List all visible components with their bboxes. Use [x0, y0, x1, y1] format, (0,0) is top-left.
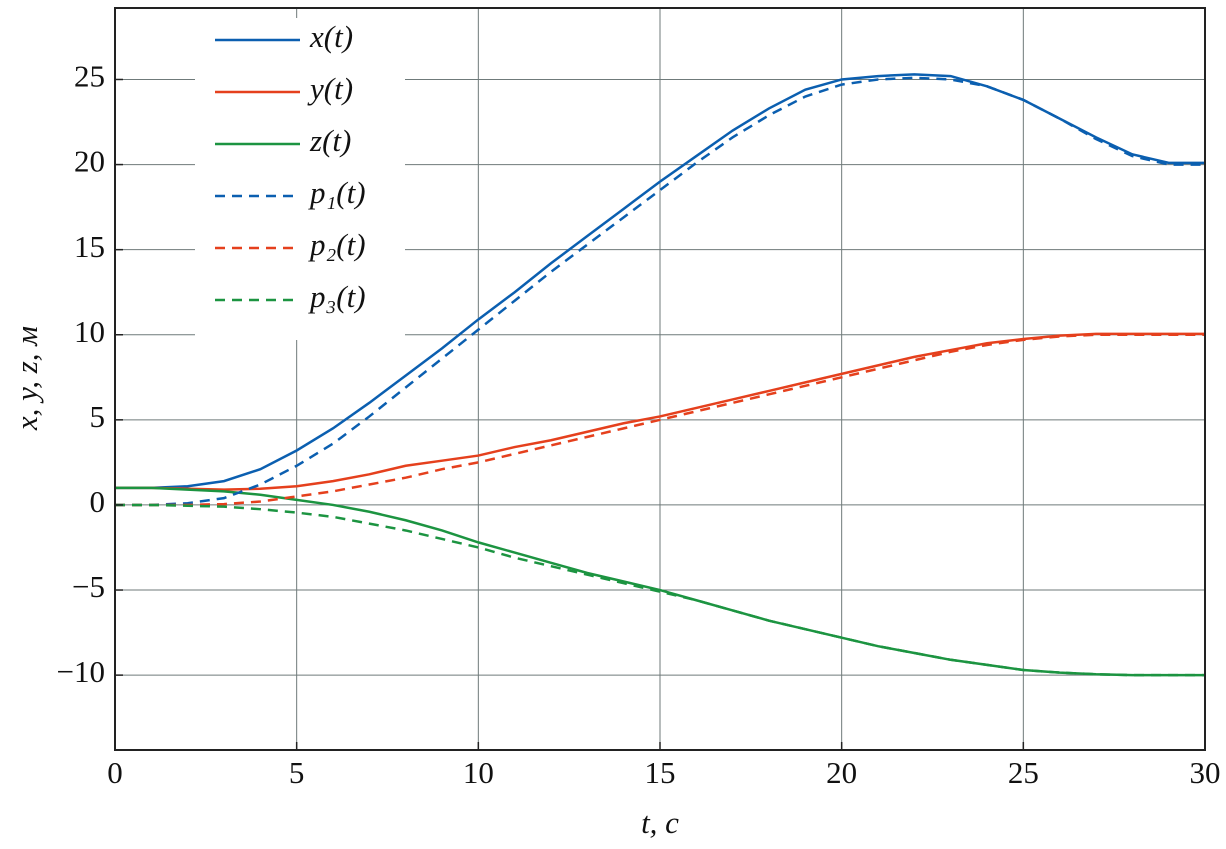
y-tick-label: 20: [74, 144, 105, 179]
x-tick-label: 10: [463, 755, 494, 790]
y-tick-label: −10: [57, 654, 105, 689]
plot-lines: [115, 73, 1205, 677]
x-tick-label: 5: [289, 755, 305, 790]
legend-box: [195, 18, 405, 340]
x-tick-label: 25: [1008, 755, 1039, 790]
y-tick-label: 15: [74, 229, 105, 264]
y-tick-label: 5: [90, 399, 106, 434]
series-line: [115, 503, 1205, 677]
ticks: 0 5 10 15 20 25 30 −10 −5 0 5 10 15 20 25: [57, 59, 1221, 791]
x-axis-label: t, с: [641, 805, 679, 840]
x-tick-label: 0: [107, 755, 123, 790]
legend: x(t) y(t) z(t) p₁(t) p₂(t) p₃(t): [195, 18, 405, 340]
y-tick-label: 0: [90, 484, 106, 519]
legend-label: y(t): [307, 71, 353, 106]
legend-label: p₁(t): [308, 175, 366, 210]
y-axis-label: x, y, z, м: [9, 326, 44, 431]
legend-label: p₃(t): [308, 279, 366, 314]
series-line: [115, 333, 1205, 507]
legend-label: x(t): [309, 19, 353, 54]
y-tick-label: −5: [72, 569, 105, 604]
legend-label: p₂(t): [308, 227, 366, 262]
y-tick-label: 25: [74, 59, 105, 94]
legend-label: z(t): [309, 123, 351, 158]
x-tick-label: 15: [645, 755, 676, 790]
series-line: [115, 76, 1205, 507]
x-tick-label: 20: [826, 755, 857, 790]
x-tick-label: 30: [1190, 755, 1221, 790]
y-tick-label: 10: [74, 314, 105, 349]
